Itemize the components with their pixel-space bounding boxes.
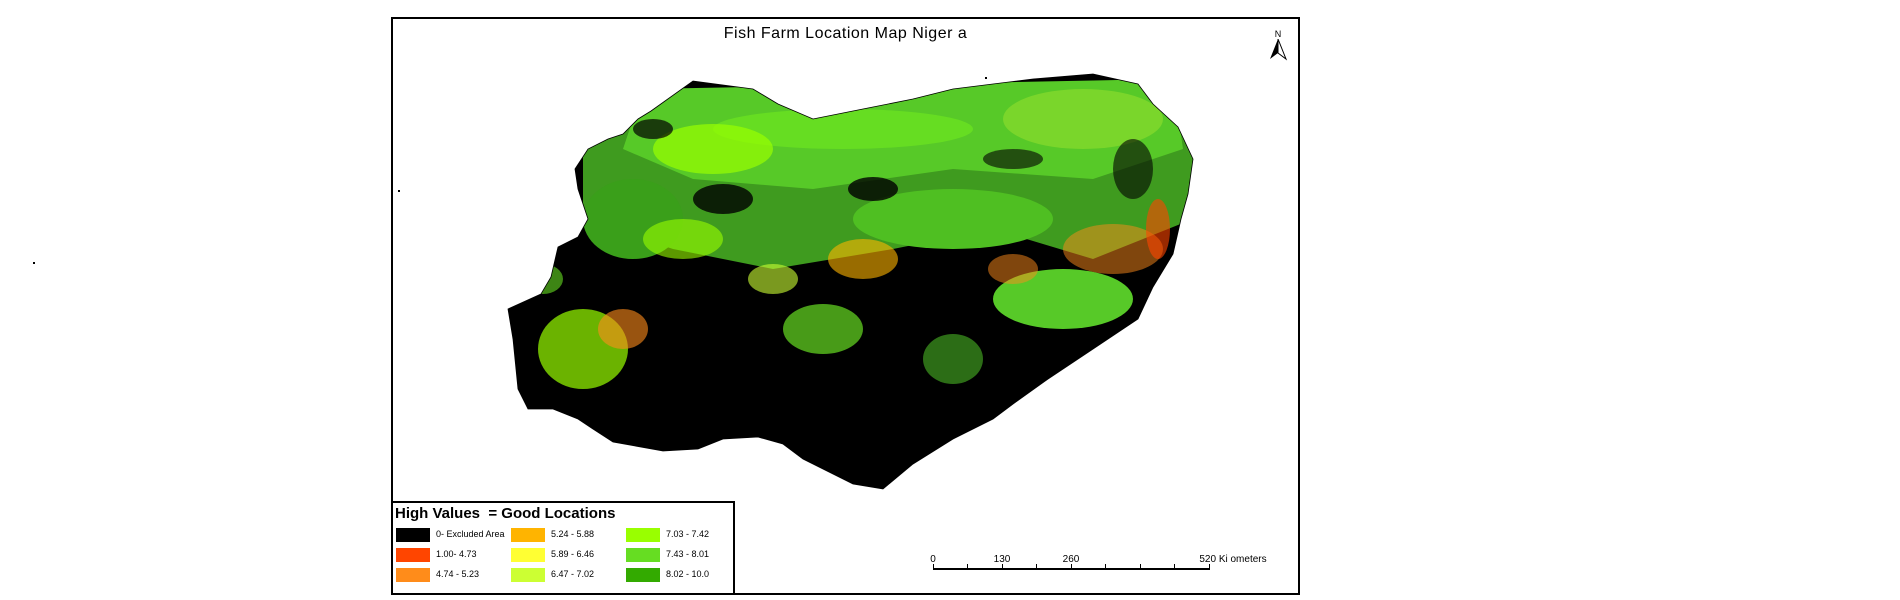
legend-title: High Values = Good Locations [395, 505, 616, 522]
legend-swatch [626, 548, 660, 562]
legend-label: 8.02 - 10.0 [666, 569, 710, 579]
legend-label: 6.47 - 7.02 [551, 569, 595, 579]
legend-label: 4.74 - 5.23 [436, 569, 480, 579]
legend-label: 0- Excluded Area [436, 529, 505, 539]
nigeria-map [507, 73, 1194, 490]
legend-swatch [396, 568, 430, 582]
north-arrow: N [1263, 29, 1293, 75]
legend-label: 7.03 - 7.42 [666, 529, 710, 539]
legend-swatch [396, 548, 430, 562]
scale-tick [1002, 564, 1003, 570]
north-arrow-icon [1270, 38, 1288, 61]
legend-label: 7.43 - 8.01 [666, 549, 710, 559]
scale-label: 130 [993, 554, 1011, 565]
scale-tick [1105, 564, 1106, 570]
legend-swatch [511, 568, 545, 582]
scale-tick [1036, 564, 1037, 570]
stray-dot [33, 262, 35, 264]
legend-label: 1.00- 4.73 [436, 549, 477, 559]
scale-tick [1140, 564, 1141, 570]
legend: High Values = Good Locations 0- Excluded… [393, 501, 735, 593]
scale-tick [967, 564, 968, 570]
stray-dot [985, 77, 987, 79]
map-title: Fish Farm Location Map Niger a [723, 25, 968, 42]
north-label: N [1274, 29, 1282, 39]
map-frame: Fish Farm Location Map Niger a N High Va… [391, 17, 1300, 595]
legend-swatch [511, 528, 545, 542]
scale-tick [1071, 564, 1072, 570]
scale-label: 520 Ki ometers [1199, 554, 1267, 565]
scale-tick [933, 564, 934, 570]
legend-swatch [396, 528, 430, 542]
scale-label: 260 [1062, 554, 1080, 565]
scale-bar: 0 130 260 520 Ki ometers [930, 554, 1267, 584]
legend-label: 5.24 - 5.88 [551, 529, 595, 539]
scale-tick [1209, 564, 1210, 570]
scale-tick [1174, 564, 1175, 570]
scale-label: 0 [930, 554, 936, 565]
legend-swatch [626, 568, 660, 582]
stray-dot [398, 190, 400, 192]
legend-swatch [511, 548, 545, 562]
legend-label: 5.89 - 6.46 [551, 549, 595, 559]
legend-swatch [626, 528, 660, 542]
